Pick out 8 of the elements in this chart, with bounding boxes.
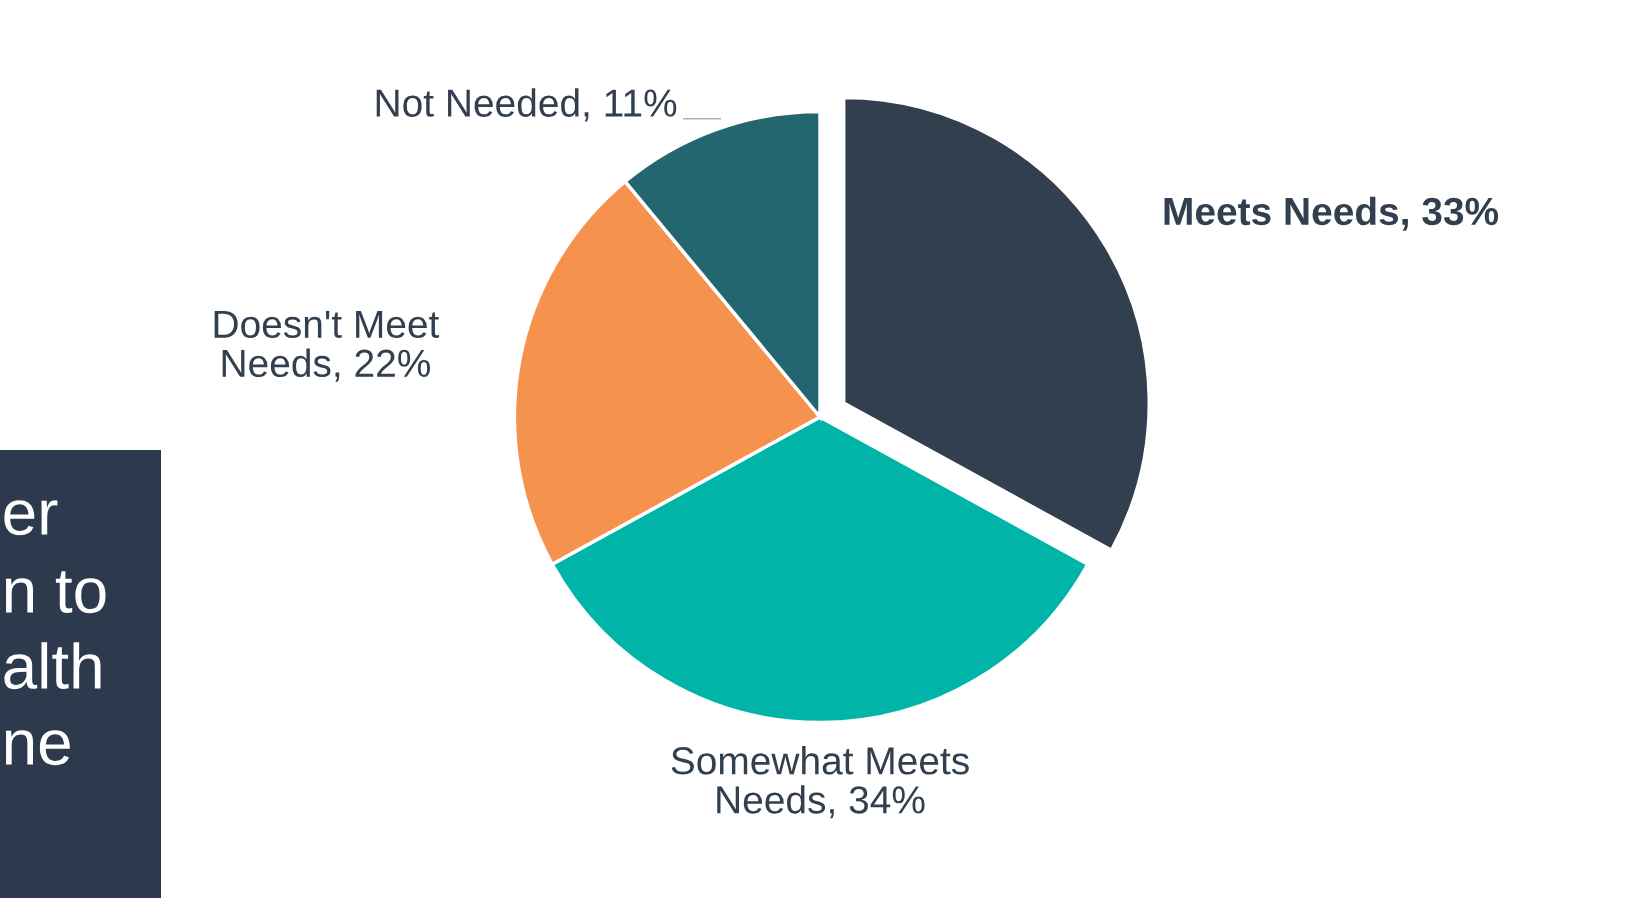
slice-label: Not Needed, 11%	[376, 88, 677, 122]
text: ne	[5, 730, 70, 766]
slice-label: Somewhat Meets Needs, 34%	[671, 746, 969, 819]
slice-label: Meets Needs, 33%	[1164, 196, 1499, 231]
slice-label: Doesn't Meet Needs, 22%	[214, 310, 440, 382]
text: er	[4, 500, 58, 536]
text: n to	[5, 571, 106, 614]
text: alth	[4, 642, 101, 690]
